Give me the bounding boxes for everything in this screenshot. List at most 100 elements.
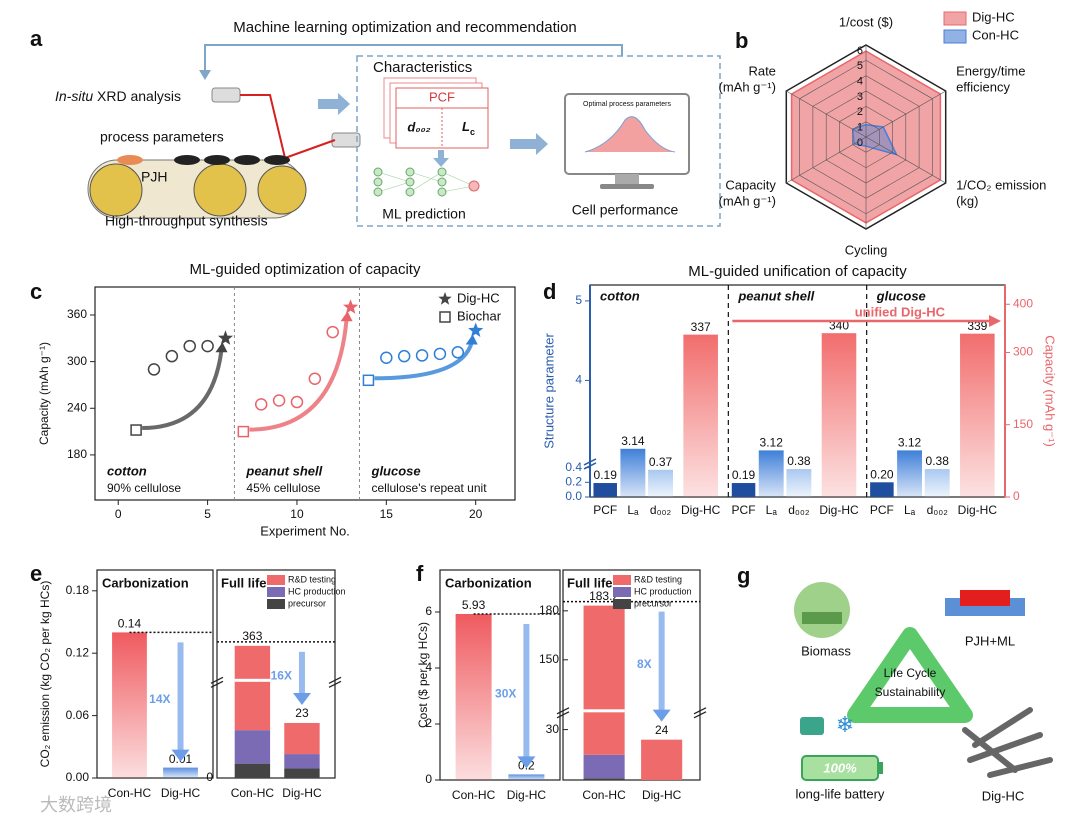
dig-hc-flakes <box>962 707 1053 778</box>
fold-arrow <box>523 623 530 759</box>
fold-arrow-head <box>171 749 190 762</box>
legend-label: Con-HC <box>972 27 1019 42</box>
panel-label: e <box>30 561 42 586</box>
axis-break <box>210 676 224 684</box>
bar <box>786 469 812 497</box>
fold-label: 8X <box>637 657 652 671</box>
plot-frame <box>94 286 516 501</box>
legend-swatch <box>943 29 967 44</box>
circle-point <box>451 346 465 359</box>
legend-label: Dig-HC <box>972 9 1015 24</box>
sample <box>234 155 260 165</box>
x-tick-label: d₀₀₂ <box>650 503 672 517</box>
value-label: 0.20 <box>870 467 894 481</box>
value-label: 0.19 <box>594 468 618 482</box>
y-tick-label: 0.00 <box>66 770 90 784</box>
loop-title: Machine learning optimization and recomm… <box>233 19 577 36</box>
circle-point <box>201 339 214 353</box>
radar-axis-label: (mAh g⁻¹) <box>719 193 776 208</box>
radar-spoke <box>786 136 867 184</box>
value-label: 337 <box>691 320 711 334</box>
legend-label: R&D testing <box>634 574 682 584</box>
y-tick-label: 0.0 <box>565 489 582 503</box>
y-axis-label: Structure parameter <box>541 333 556 449</box>
x-tick-label: 5 <box>204 507 211 521</box>
panel-label: a <box>30 26 43 51</box>
bar-segment <box>641 739 683 780</box>
y2-axis-label: Capacity (mAh g⁻¹) <box>1043 335 1058 447</box>
plot-frame <box>216 569 336 779</box>
x-tick-label: Lₐ <box>904 503 916 517</box>
circle-point <box>254 398 268 411</box>
fold-label: 30X <box>495 686 516 700</box>
y-tick-label: 0.4 <box>565 460 582 474</box>
battery-tip <box>878 762 883 774</box>
legend-label: precursor <box>634 598 672 608</box>
roller <box>193 163 247 217</box>
cycle-arrows <box>847 627 973 723</box>
legend-swatch <box>267 575 285 585</box>
value-label: 3.12 <box>898 436 922 450</box>
radar-axis-label: Energy/time <box>956 63 1025 78</box>
square-point <box>237 425 250 438</box>
x-tick-label: Dig-HC <box>282 786 322 800</box>
bar <box>821 333 857 497</box>
arrow <box>318 93 350 115</box>
value-label: 0.38 <box>787 454 811 468</box>
pcf-label: PCF <box>429 89 455 104</box>
group-name: cotton <box>107 463 147 478</box>
y-tick-label: 0 <box>206 770 213 784</box>
y-tick-label: 6 <box>425 604 432 618</box>
y2-tick-label: 150 <box>1013 417 1033 431</box>
chart-title: ML-guided unification of capacity <box>688 263 907 280</box>
axis-break <box>583 462 597 470</box>
radar-axis-label: (kg) <box>956 193 978 208</box>
surface-plot <box>584 116 676 153</box>
legend-label: HC production <box>634 586 692 596</box>
circle-point <box>380 351 393 364</box>
circle-point <box>308 372 322 385</box>
xrd-rest: XRD analysis <box>93 88 181 104</box>
y2-tick-label: 400 <box>1013 296 1033 310</box>
radar-axis-label: 1/cost ($) <box>839 14 893 29</box>
arrow <box>510 133 548 155</box>
y-tick-label: 4 <box>425 660 432 674</box>
x-tick-label: 20 <box>469 507 483 521</box>
y-tick-label: 4 <box>575 373 582 387</box>
y-tick-label: 2 <box>425 716 432 730</box>
arrow-head <box>199 70 211 80</box>
axis-break <box>693 707 707 715</box>
fold-label: 16X <box>271 669 292 683</box>
annotation-arrow-head <box>989 315 1001 327</box>
y2-tick-label: 300 <box>1013 345 1033 359</box>
x-tick-label: PCF <box>593 503 617 517</box>
bar <box>924 469 950 497</box>
plot-frame <box>562 569 701 781</box>
star-point <box>468 322 484 337</box>
xrd-source <box>211 87 241 103</box>
trend-arrow <box>374 341 474 381</box>
bar <box>683 334 718 497</box>
x-tick-label: 15 <box>380 507 394 521</box>
value-label: 0.19 <box>732 468 756 482</box>
x-tick-label: Lₐ <box>627 503 639 517</box>
radar-tick-label: 6 <box>857 45 863 57</box>
arrow <box>433 150 449 167</box>
sample <box>264 155 290 165</box>
x-tick-label: Dig-HC <box>507 788 547 802</box>
group-note: 45% cellulose <box>246 481 320 495</box>
axis-break <box>328 680 342 688</box>
x-tick-label: 0 <box>115 507 122 521</box>
dig-hc-label: Dig-HC <box>982 788 1025 803</box>
x-tick-label: Lₐ <box>766 503 778 517</box>
group-note: 90% cellulose <box>107 481 181 495</box>
circle-point <box>397 349 411 363</box>
bar-segment <box>234 645 271 731</box>
radar-tick-label: 2 <box>857 106 863 118</box>
panel-label: f <box>416 561 424 586</box>
x-tick-label: Con-HC <box>452 788 496 802</box>
radar-axis-label: (mAh g⁻¹) <box>719 79 776 94</box>
circle-point <box>147 363 161 376</box>
star-point <box>343 299 359 314</box>
bar <box>870 482 894 497</box>
